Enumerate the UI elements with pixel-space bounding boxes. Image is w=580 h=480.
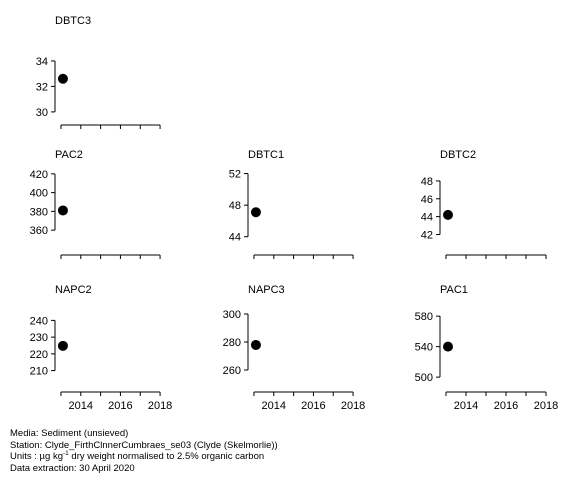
y-tick-label: 260 [223,365,241,377]
y-tick-label: 580 [415,311,433,323]
x-tick-label: 2018 [148,400,172,412]
data-point [57,340,68,351]
y-tick-label: 46 [421,194,433,206]
y-tick-label: 52 [229,169,241,181]
footer-units-suffix: dry weight normalised to 2.5% organic ca… [68,451,265,463]
y-tick-label: 360 [30,225,48,237]
y-tick-label: 220 [30,349,48,361]
y-tick-label: 380 [30,206,48,218]
y-tick-label: 44 [421,212,433,224]
panel-title: DBTC1 [248,149,284,161]
footer-units: Units : µg kg-1 dry weight normalised to… [10,450,278,463]
y-tick-label: 300 [223,309,241,321]
x-tick-label: 2014 [262,400,286,412]
footer-media: Media: Sediment (unsieved) [10,428,129,439]
y-tick-label: 30 [36,107,48,119]
x-tick-label: 2016 [301,400,325,412]
x-tick-label: 2014 [454,400,478,412]
panel-title: NAPC2 [55,284,92,296]
footer-units-prefix: Units : µg kg [10,451,63,463]
x-tick-label: 2018 [534,400,558,412]
y-tick-label: 280 [223,337,241,349]
y-tick-label: 540 [415,342,433,354]
y-tick-label: 420 [30,169,48,181]
x-tick-label: 2016 [108,400,132,412]
y-tick-label: 400 [30,188,48,200]
y-tick-label: 230 [30,332,48,344]
panel-title: DBTC2 [440,149,476,161]
x-tick-label: 2014 [69,400,93,412]
x-tick-label: 2016 [494,400,518,412]
y-tick-label: 34 [36,56,48,68]
y-tick-label: 500 [415,372,433,384]
y-tick-label: 48 [421,176,433,188]
y-tick-label: 48 [229,200,241,212]
y-tick-label: 42 [421,230,433,242]
panel-title: PAC2 [55,149,83,161]
y-tick-label: 44 [229,232,241,244]
data-point [443,341,453,352]
footer-station: Station: Clyde_FirthClnnerCumbraes_se03 … [10,439,278,451]
panel-title: PAC1 [440,284,468,296]
x-tick-label: 2018 [341,400,365,412]
footer-units-sup: -1 [63,450,69,458]
y-tick-label: 240 [30,315,48,327]
data-point [443,209,453,220]
data-point [250,207,261,218]
data-point [57,205,68,216]
y-tick-label: 32 [36,81,48,93]
chart-footer: Media: Sediment (unsieved) Station: Clyd… [10,428,278,474]
data-point [57,73,68,84]
panel-title: DBTC3 [55,15,91,27]
y-tick-label: 210 [30,366,48,378]
footer-extraction: Data extraction: 30 April 2020 [10,462,135,474]
panel-title: NAPC3 [248,284,285,296]
data-point [250,339,261,350]
